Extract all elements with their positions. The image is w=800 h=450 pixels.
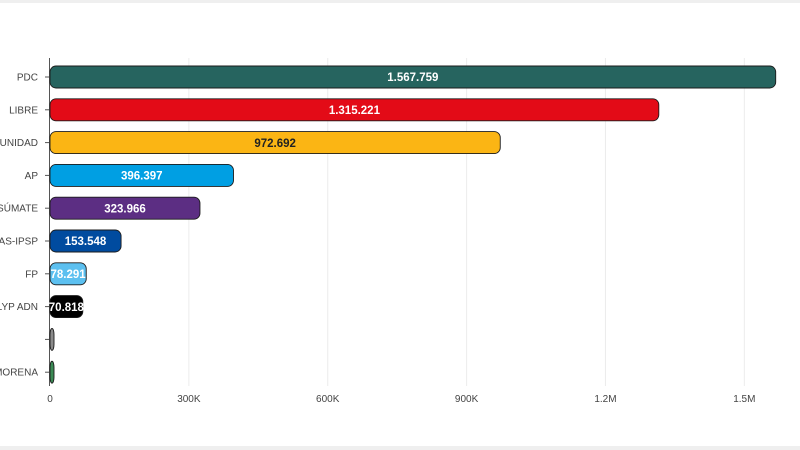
category-label: LIBRE <box>9 105 38 116</box>
bar-value-label: 396.397 <box>121 171 163 183</box>
x-tick-label: 1.5M <box>733 394 755 405</box>
category-labels: PDC LIBRE UNIDAD AP B SÚMATE MAS-IPSP FP LYP AD… <box>0 73 38 379</box>
bar[interactable] <box>49 229 122 253</box>
category-label: FP <box>25 269 38 280</box>
bar-value-label: 70.818 <box>49 302 85 314</box>
top-border <box>0 0 800 3</box>
y-axis <box>45 58 50 386</box>
bar-value-label: 1.567.759 <box>387 72 438 84</box>
category-label: B SÚMATE <box>0 202 38 215</box>
bar-value-label: 1.315.221 <box>329 105 381 117</box>
x-tick-label: 300K <box>177 394 201 405</box>
bar[interactable] <box>49 131 501 155</box>
category-label: MAS-IPSP <box>0 237 38 248</box>
category-label: PDC <box>17 73 38 84</box>
bar[interactable] <box>49 262 87 286</box>
bars: 1.567.759 1.315.221 972.692 396.397 323.966 1… <box>49 65 777 384</box>
bar[interactable] <box>49 295 84 319</box>
category-label: LYP ADN <box>0 302 38 313</box>
bar[interactable] <box>49 327 55 351</box>
bar-value-label: 323.966 <box>104 203 146 215</box>
x-tick-label: 900K <box>455 394 479 405</box>
bar-value-label: 78.291 <box>51 269 87 281</box>
category-label: AP <box>25 171 39 182</box>
bar[interactable] <box>49 163 234 187</box>
bottom-border <box>0 446 800 450</box>
x-tick-label: 1.2M <box>594 394 616 405</box>
category-label: MORENA <box>0 368 38 379</box>
x-tick-labels: 0 300K 600K 900K 1.2M 1.5M <box>47 394 755 405</box>
bar[interactable] <box>49 196 201 220</box>
bar-value-label: 972.692 <box>254 138 296 150</box>
category-label: UNIDAD <box>0 138 38 149</box>
bar[interactable] <box>49 98 660 122</box>
x-tick-label: 0 <box>47 394 53 405</box>
x-tick-label: 600K <box>316 394 340 405</box>
bar[interactable] <box>49 65 777 89</box>
bar[interactable] <box>49 360 55 384</box>
bar-value-label: 153.548 <box>65 236 107 248</box>
